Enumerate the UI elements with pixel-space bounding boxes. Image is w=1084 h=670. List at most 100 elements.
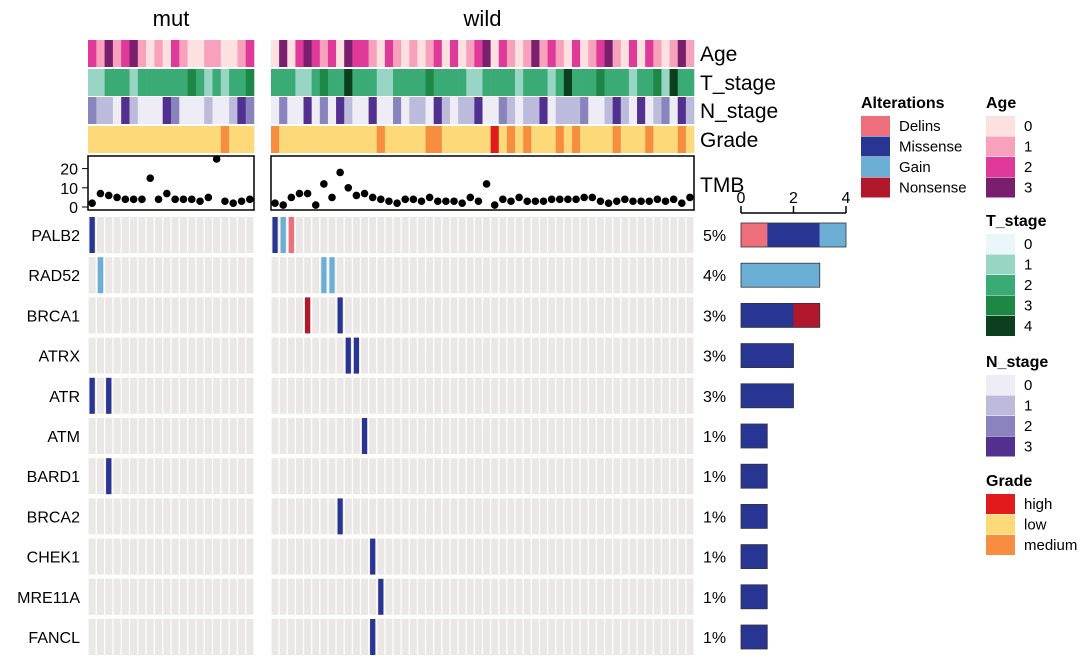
matrix-cell: [507, 337, 515, 374]
matrix-cell: [580, 257, 588, 294]
matrix-cell: [312, 538, 320, 575]
gene-pct-atrx: 3%: [703, 349, 726, 366]
matrix-cell: [580, 498, 588, 535]
matrix-cell: [171, 418, 179, 454]
track-t-stage-cell: [515, 69, 524, 96]
track-grade-cell: [604, 126, 613, 153]
gene-label-rad52: RAD52: [28, 268, 80, 285]
track-grade-cell: [295, 126, 304, 153]
bar-outline-chek1: [740, 544, 768, 569]
matrix-cell: [605, 377, 613, 414]
track-n-stage-cell: [669, 97, 679, 124]
matrix-cell: [450, 538, 458, 575]
matrix-cell: [596, 619, 604, 655]
matrix-cell: [621, 538, 629, 575]
track-n-stage-cell: [547, 97, 557, 124]
matrix-cell: [662, 257, 669, 294]
track-n-stage-cell: [237, 97, 246, 124]
matrix-cell: [548, 538, 556, 575]
age-legend-label: 3: [1024, 180, 1032, 197]
matrix-cell: [491, 458, 499, 495]
matrix-cell: [320, 418, 328, 454]
t-stage-legend-swatch: [986, 275, 1015, 295]
tmb-point: [629, 197, 637, 206]
matrix-cell: [361, 498, 369, 535]
track-age-cell: [539, 40, 548, 67]
matrix-cell: [146, 297, 154, 334]
matrix-cell: [409, 578, 417, 615]
track-t-stage-cell: [523, 69, 532, 96]
matrix-cell: [409, 498, 417, 535]
matrix-cell: [163, 217, 171, 253]
matrix-cell: [564, 458, 572, 495]
matrix-cell: [474, 538, 482, 575]
matrix-cell: [328, 538, 336, 575]
matrix-cell: [442, 578, 450, 615]
matrix-cell: [336, 538, 344, 575]
matrix-cell: [458, 337, 466, 374]
alteration-missense-chek1: [370, 538, 376, 575]
matrix-cell: [662, 538, 669, 575]
matrix-cell: [629, 418, 637, 454]
matrix-cell: [130, 257, 138, 294]
matrix-cell: [246, 619, 254, 655]
matrix-cell: [458, 217, 466, 253]
matrix-cell: [613, 418, 621, 454]
track-age-cell: [121, 40, 130, 67]
matrix-cell: [344, 538, 352, 575]
track-age-cell: [425, 40, 434, 67]
matrix-cell: [662, 619, 669, 655]
track-t-stage-cell: [393, 69, 402, 96]
matrix-cell: [344, 297, 352, 334]
matrix-cell: [221, 538, 229, 575]
matrix-cell: [507, 498, 515, 535]
matrix-cell: [418, 538, 425, 575]
track-age-cell: [555, 40, 565, 67]
matrix-cell: [434, 217, 442, 253]
track-age-cell: [319, 40, 329, 67]
matrix-cell: [138, 619, 146, 655]
matrix-cell: [385, 619, 393, 655]
track-t-stage-cell: [433, 69, 443, 96]
tmb-point: [163, 189, 171, 198]
matrix-cell: [442, 458, 450, 495]
matrix-cell: [442, 619, 450, 655]
matrix-cell: [556, 578, 564, 615]
track-n-stage-cell: [162, 97, 172, 124]
matrix-cell: [613, 337, 621, 374]
matrix-cell: [515, 498, 523, 535]
matrix-cell: [352, 377, 360, 414]
matrix-cell: [686, 257, 694, 294]
track-n-stage-cell: [179, 97, 188, 124]
gene-pct-chek1: 1%: [703, 550, 726, 567]
matrix-cell: [271, 538, 279, 575]
matrix-cell: [121, 217, 129, 253]
matrix-cell: [213, 297, 221, 334]
group-title-wild: wild: [463, 6, 502, 31]
matrix-cell: [564, 257, 572, 294]
track-grade-cell: [588, 126, 597, 153]
gene-label-atrx: ATRX: [39, 349, 81, 366]
matrix-cell: [450, 498, 458, 535]
gene-label-bard1: BARD1: [27, 469, 80, 486]
matrix-cell: [213, 217, 221, 253]
track-t-stage-cell: [237, 69, 246, 96]
matrix-cell: [548, 337, 556, 374]
gene-label-chek1: CHEK1: [27, 550, 80, 567]
track-grade-cell: [179, 126, 188, 153]
matrix-cell: [271, 498, 279, 535]
track-age-cell: [271, 40, 280, 67]
matrix-cell: [491, 619, 499, 655]
tmb-point: [661, 197, 670, 206]
matrix-cell: [670, 377, 678, 414]
alteration-missense-fancl: [370, 619, 376, 655]
matrix-cell: [434, 498, 442, 535]
matrix-cell: [450, 217, 458, 253]
matrix-cell: [385, 217, 393, 253]
matrix-cell: [596, 498, 604, 535]
alteration-gain-rad52: [321, 257, 327, 294]
matrix-cell: [352, 217, 360, 253]
matrix-cell: [336, 337, 344, 374]
